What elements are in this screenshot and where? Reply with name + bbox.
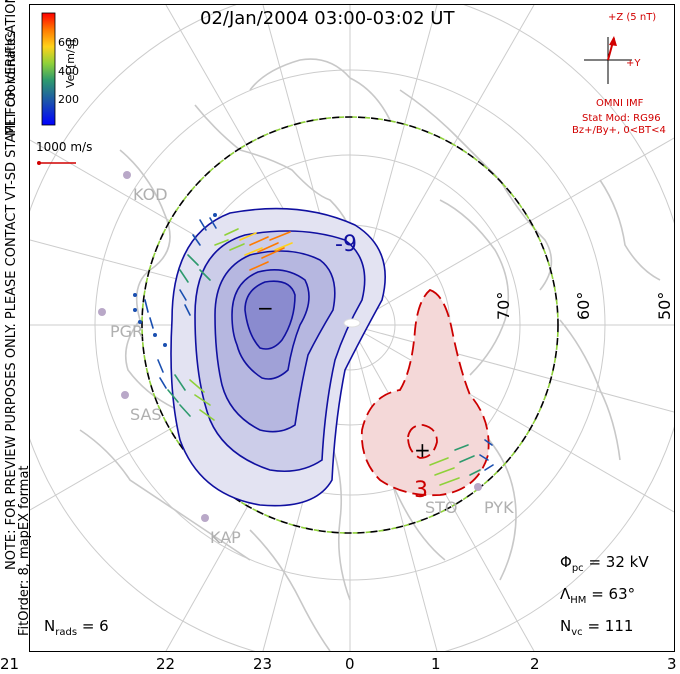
page-title: 02/Jan/2004 03:00-03:02 UT (200, 8, 455, 29)
station-kod: KOD (133, 185, 168, 204)
stat-hm-boundary: ΛHM = 63° (560, 585, 635, 606)
plot-frame (29, 4, 675, 652)
mlt-tick-21: 21 (0, 655, 20, 673)
station-pgr: PGR (110, 322, 144, 341)
stat-vectors-symbol: N (560, 617, 572, 635)
stat-radars-value: = 6 (81, 617, 109, 635)
stat-hm-sub: HM (570, 595, 587, 606)
imf-clock (584, 36, 632, 84)
hm-boundary-dark (141, 116, 559, 534)
mlt-tick-23: 23 (253, 655, 273, 673)
stat-vectors-value: = 111 (587, 617, 634, 635)
potential-maximum-marker: + (414, 438, 431, 462)
mlt-tick-3: 3 (667, 655, 677, 673)
colorbar-tick-600: 600 (58, 36, 79, 49)
stat-potential-value: = 32 kV (588, 553, 649, 571)
stat-radars: Nrads = 6 (44, 617, 109, 638)
imf-conditions: Bz+/By+, 0<BT<4 (572, 125, 666, 136)
colorbar-tick-400: 400 (58, 65, 79, 78)
reference-vector-label: 1000 m/s (36, 140, 93, 154)
imf-z-label: +Z (5 nT) (608, 12, 657, 23)
negative-cell (170, 207, 386, 507)
imf-source: OMNI IMF (596, 98, 644, 109)
positive-cell (360, 288, 490, 497)
station-markers (98, 171, 482, 522)
stat-hm-symbol: Λ (560, 585, 571, 603)
stat-potential-sub: pc (571, 563, 584, 574)
mlt-tick-1: 1 (431, 655, 441, 673)
station-sto: STO (425, 498, 458, 517)
fitorder-note: FitOrder: 8, mapEX format (17, 465, 32, 636)
stat-hm-value: = 63° (591, 585, 636, 603)
station-kap: KAP (210, 528, 241, 547)
mlt-tick-2: 2 (530, 655, 540, 673)
mlt-tick-22: 22 (156, 655, 176, 673)
latitude-label-70: 70° (494, 291, 513, 320)
latitude-label-60: 60° (574, 291, 593, 320)
stat-vectors: Nvc = 111 (560, 617, 633, 638)
station-pyk: PYK (484, 498, 514, 517)
pole-marker (343, 318, 361, 328)
latitude-label-50: 50° (655, 291, 674, 320)
stat-radars-symbol: N (44, 617, 56, 635)
contour-label-positive: 3 (414, 478, 428, 503)
contour-label-negative: -9 (335, 232, 357, 257)
velocity-colorbar (41, 12, 56, 126)
imf-y-label: +Y (626, 58, 641, 69)
stat-potential: Φpc = 32 kV (560, 553, 649, 574)
stat-potential-symbol: Φ (560, 553, 572, 571)
reference-vector (37, 161, 76, 165)
stat-radars-sub: rads (55, 627, 78, 638)
mlt-tick-0: 0 (345, 655, 355, 673)
colorbar-tick-200: 200 (58, 93, 79, 106)
potential-minimum-marker: − (257, 296, 274, 320)
imf-stat-mod: Stat Mod: RG96 (582, 113, 661, 124)
velocity-vectors (133, 213, 494, 486)
stat-vectors-sub: vc (571, 627, 583, 638)
station-sas: SAS (130, 405, 162, 424)
